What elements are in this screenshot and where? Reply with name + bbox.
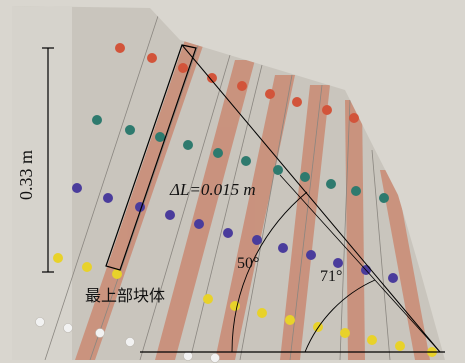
marker [178, 63, 188, 73]
marker [125, 337, 135, 347]
red-band [155, 60, 255, 360]
markers-white [35, 317, 220, 363]
markers-teal [92, 115, 389, 203]
joint-line [44, 9, 161, 360]
angle-71-label: 71° [320, 268, 343, 285]
marker [257, 308, 267, 318]
joint-line [339, 99, 351, 360]
marker [194, 219, 204, 229]
joint-line [289, 84, 323, 360]
marker [125, 125, 135, 135]
top-block-label: 最上部块体 [85, 286, 166, 305]
height-label: 0.33 m [16, 149, 36, 200]
marker [103, 193, 113, 203]
joint-line [139, 54, 231, 360]
top-block-outline [105, 44, 197, 271]
marker [306, 250, 316, 260]
marker [292, 97, 302, 107]
failure-line [279, 174, 441, 353]
angle-arc-71 [304, 279, 376, 353]
marker [147, 53, 157, 63]
angle-arc-50 [231, 191, 308, 353]
marker [115, 43, 125, 53]
marker [300, 172, 310, 182]
marker [92, 115, 102, 125]
marker [273, 165, 283, 175]
marker [72, 183, 82, 193]
red-band [345, 100, 365, 360]
marker [388, 273, 398, 283]
marker [165, 210, 175, 220]
marker [183, 140, 193, 150]
markers-red [115, 43, 359, 123]
slope-light-patch [12, 6, 72, 360]
joint-line [239, 74, 293, 360]
marker [278, 243, 288, 253]
delta-l-label: ΔL=0.015 m [170, 180, 256, 199]
marker [322, 105, 332, 115]
marker [265, 89, 275, 99]
marker [285, 315, 295, 325]
marker [252, 235, 262, 245]
block-joints [44, 9, 391, 360]
marker [367, 335, 377, 345]
red-band [380, 170, 430, 360]
marker [203, 294, 213, 304]
marker [53, 253, 63, 263]
marker [340, 328, 350, 338]
marker [395, 341, 405, 351]
marker [223, 228, 233, 238]
joint-line [189, 64, 263, 360]
joint-line [89, 39, 201, 360]
marker [35, 317, 45, 327]
marker [349, 113, 359, 123]
joint-line [371, 149, 391, 360]
marker [207, 73, 217, 83]
marker [213, 148, 223, 158]
marker [210, 353, 220, 363]
marker [155, 132, 165, 142]
marker [230, 301, 240, 311]
marker [63, 323, 73, 333]
marker [351, 186, 361, 196]
marker [333, 258, 343, 268]
marker [95, 328, 105, 338]
red-band [215, 75, 295, 360]
failure-line [181, 44, 441, 353]
red-band [280, 85, 330, 360]
marker [112, 269, 122, 279]
marker [326, 179, 336, 189]
marker [237, 81, 247, 91]
marker [241, 156, 251, 166]
marker [183, 351, 193, 361]
angle-50-label: 50° [237, 255, 260, 272]
marker [379, 193, 389, 203]
marker [82, 262, 92, 272]
